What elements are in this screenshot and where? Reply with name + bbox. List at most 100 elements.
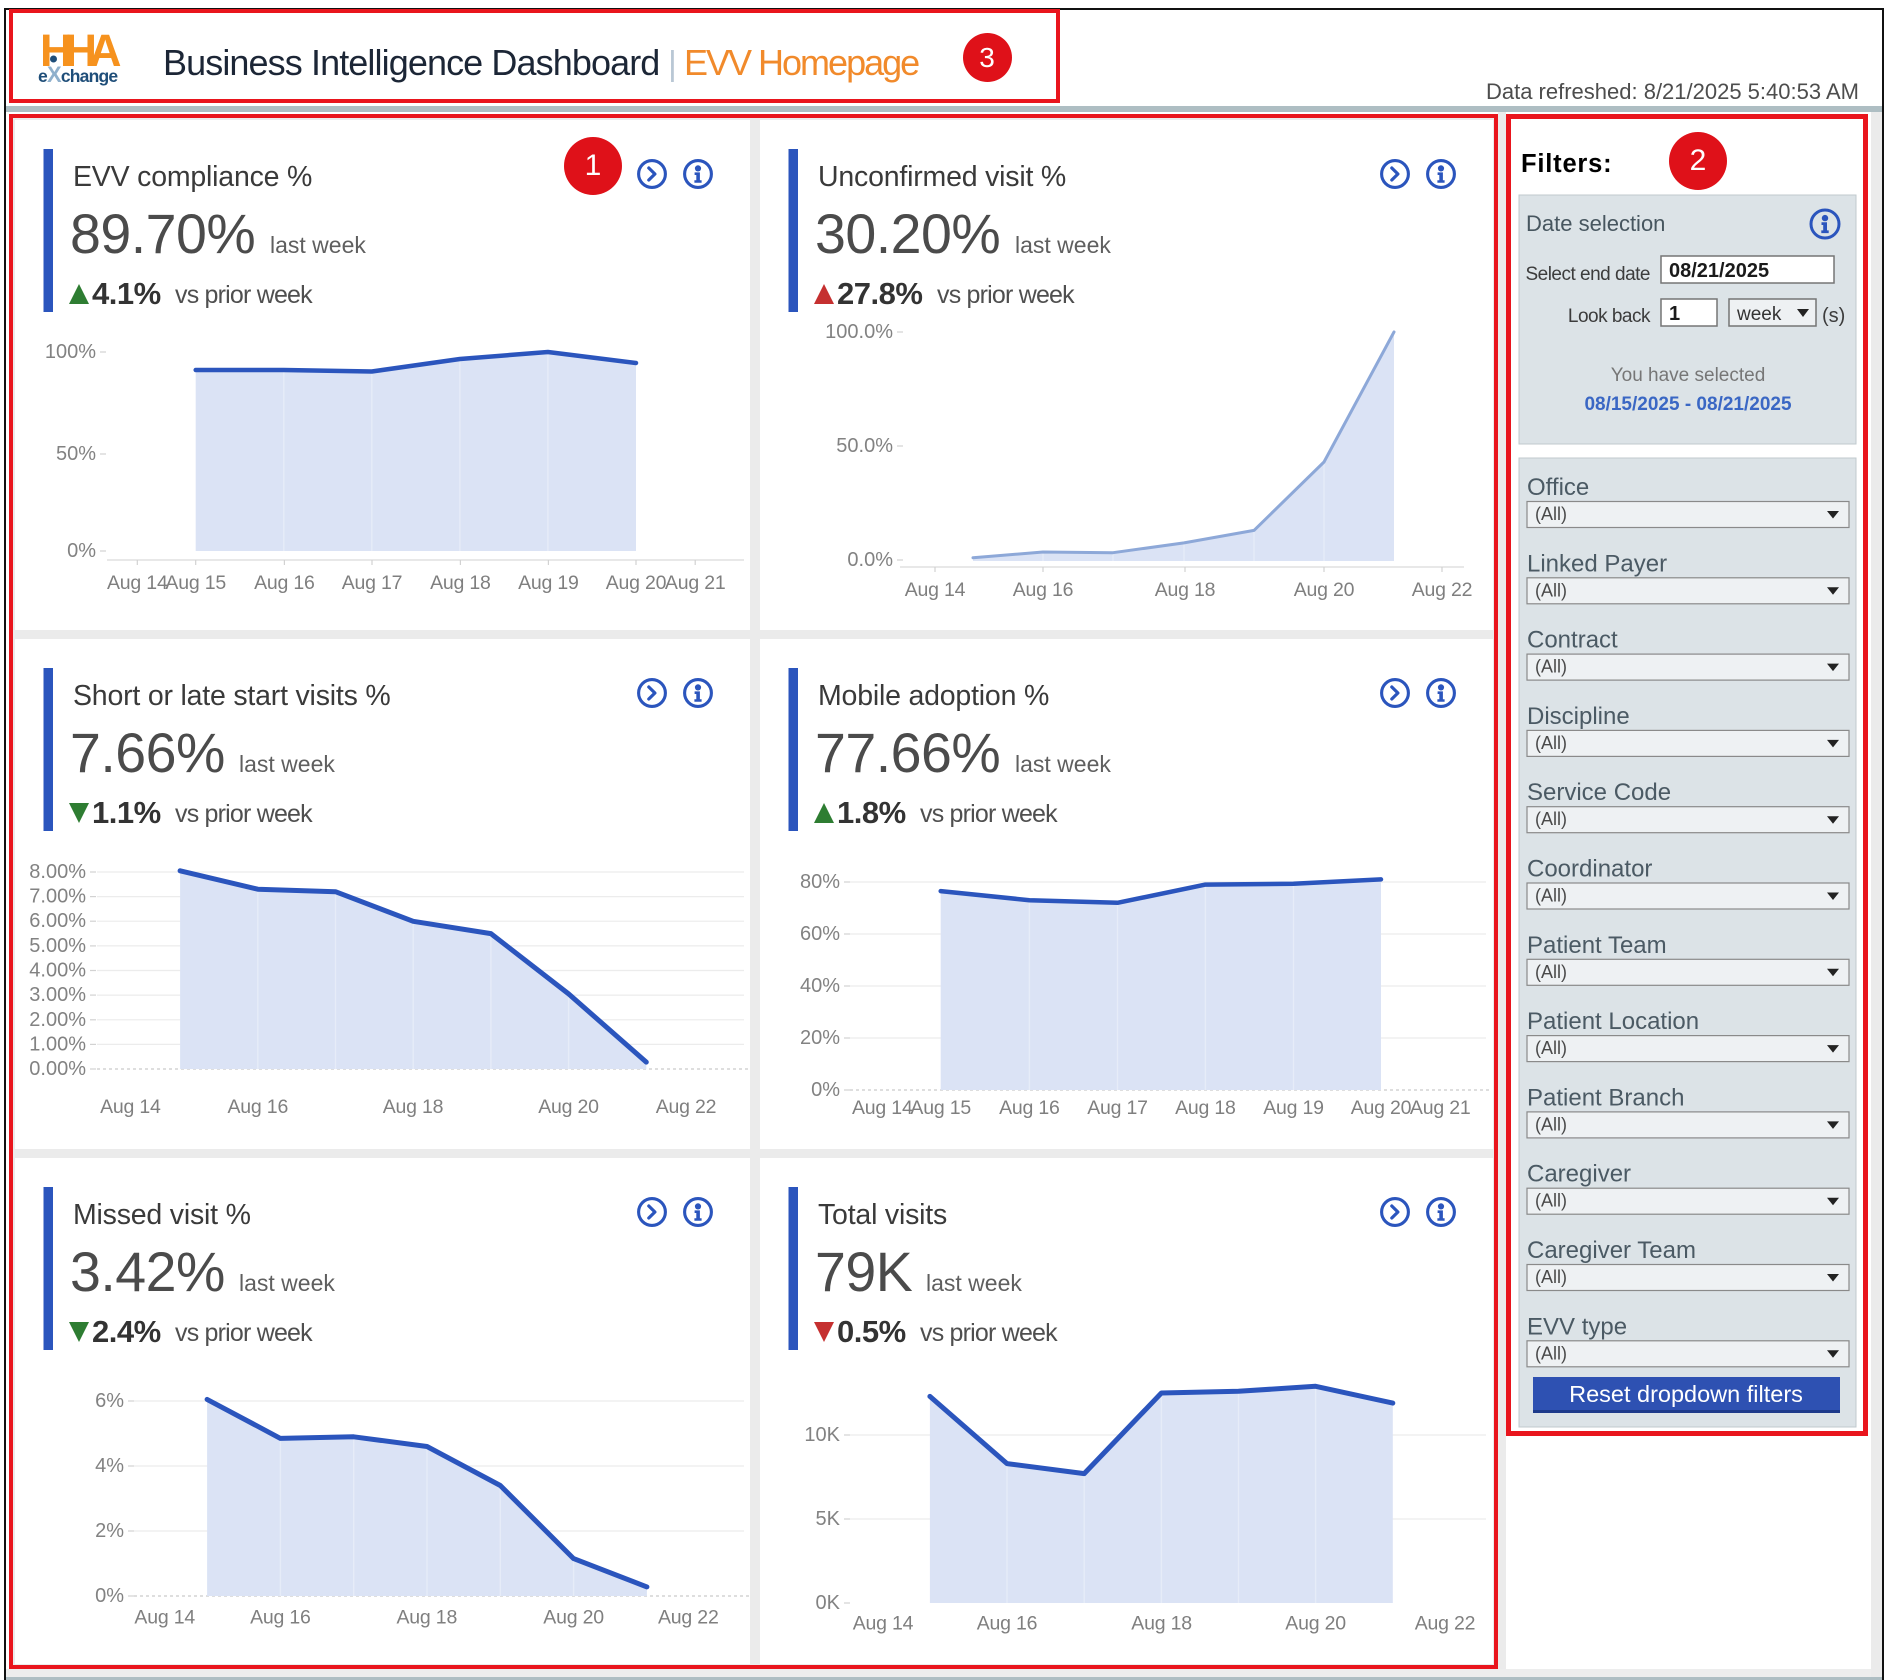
- svg-text:2.00%: 2.00%: [29, 1009, 86, 1031]
- svg-text:2%: 2%: [95, 1520, 124, 1542]
- svg-text:0K: 0K: [816, 1592, 841, 1614]
- svg-text:0%: 0%: [67, 540, 96, 562]
- svg-text:Aug 15: Aug 15: [165, 572, 226, 594]
- svg-text:EVV Homepage: EVV Homepage: [684, 42, 919, 83]
- svg-text:08/21/2025: 08/21/2025: [1669, 260, 1769, 282]
- svg-text:2.4%: 2.4%: [92, 1314, 161, 1349]
- svg-text:5K: 5K: [816, 1508, 841, 1530]
- svg-text:Aug 20: Aug 20: [538, 1096, 599, 1118]
- svg-text:EVV compliance %: EVV compliance %: [73, 161, 312, 193]
- svg-text:6%: 6%: [95, 1390, 124, 1412]
- svg-text:last week: last week: [239, 1270, 335, 1296]
- svg-text:Aug 16: Aug 16: [999, 1097, 1060, 1119]
- svg-text:79K: 79K: [815, 1241, 913, 1303]
- svg-text:(All): (All): [1535, 580, 1567, 600]
- svg-text:(All): (All): [1535, 1038, 1567, 1058]
- svg-text:Aug 20: Aug 20: [1351, 1097, 1412, 1119]
- svg-text:4.00%: 4.00%: [29, 960, 86, 982]
- svg-text:Service Code: Service Code: [1527, 779, 1671, 806]
- svg-text:Aug 16: Aug 16: [250, 1607, 311, 1629]
- svg-text:1.1%: 1.1%: [92, 795, 161, 830]
- svg-text:last week: last week: [239, 751, 335, 777]
- svg-text:20%: 20%: [800, 1027, 840, 1049]
- svg-text:0%: 0%: [95, 1585, 124, 1607]
- svg-text:100.0%: 100.0%: [825, 321, 893, 343]
- svg-text:week: week: [1736, 304, 1782, 325]
- svg-text:Reset dropdown filters: Reset dropdown filters: [1569, 1381, 1803, 1407]
- svg-text:Discipline: Discipline: [1527, 703, 1630, 730]
- svg-text:Total visits: Total visits: [818, 1199, 947, 1231]
- svg-text:(All): (All): [1535, 657, 1567, 677]
- svg-text:(All): (All): [1535, 1191, 1567, 1211]
- svg-text:Select end date: Select end date: [1525, 264, 1650, 285]
- svg-text:Aug 21: Aug 21: [1410, 1097, 1471, 1119]
- svg-text:4.1%: 4.1%: [92, 276, 161, 311]
- svg-text:Missed visit %: Missed visit %: [73, 1199, 251, 1231]
- svg-text:7.66%: 7.66%: [70, 722, 225, 784]
- svg-text:last week: last week: [270, 232, 366, 258]
- svg-text:7.00%: 7.00%: [29, 886, 86, 908]
- svg-text:1: 1: [1669, 303, 1680, 325]
- svg-text:(All): (All): [1535, 886, 1567, 906]
- svg-text:50.0%: 50.0%: [836, 435, 893, 457]
- svg-text:Aug 18: Aug 18: [1175, 1097, 1236, 1119]
- svg-text:Aug 18: Aug 18: [383, 1096, 444, 1118]
- svg-text:Date selection: Date selection: [1526, 211, 1665, 236]
- svg-text:last week: last week: [1015, 751, 1111, 777]
- svg-text:(All): (All): [1535, 733, 1567, 753]
- svg-text:eXchange: eXchange: [38, 62, 118, 87]
- svg-text:Aug 16: Aug 16: [977, 1613, 1038, 1635]
- svg-text:EVV type: EVV type: [1527, 1313, 1627, 1340]
- svg-text:Aug 22: Aug 22: [658, 1607, 719, 1629]
- svg-text:Aug 17: Aug 17: [1087, 1097, 1148, 1119]
- svg-text:vs prior week: vs prior week: [175, 1319, 313, 1347]
- svg-text:You have selected: You have selected: [1611, 365, 1766, 386]
- svg-text:0.5%: 0.5%: [837, 1314, 906, 1349]
- svg-text:Caregiver Team: Caregiver Team: [1527, 1237, 1696, 1264]
- svg-text:Aug 20: Aug 20: [543, 1607, 604, 1629]
- svg-text:Business Intelligence Dashboar: Business Intelligence Dashboard: [163, 42, 659, 83]
- svg-text:0.0%: 0.0%: [847, 549, 893, 571]
- svg-text:vs prior week: vs prior week: [175, 281, 313, 309]
- svg-text:(All): (All): [1535, 1343, 1567, 1363]
- svg-text:vs prior week: vs prior week: [920, 1319, 1058, 1347]
- svg-text:77.66%: 77.66%: [815, 722, 1000, 784]
- svg-text:4%: 4%: [95, 1455, 124, 1477]
- svg-text:vs prior week: vs prior week: [175, 800, 313, 828]
- svg-text:Aug 20: Aug 20: [1294, 579, 1355, 601]
- svg-text:Caregiver: Caregiver: [1527, 1161, 1631, 1188]
- svg-text:Aug 16: Aug 16: [254, 572, 315, 594]
- svg-text:Patient Branch: Patient Branch: [1527, 1084, 1684, 1111]
- svg-text:vs prior week: vs prior week: [920, 800, 1058, 828]
- svg-text:Short or late start visits %: Short or late start visits %: [73, 680, 391, 712]
- svg-text:(All): (All): [1535, 504, 1567, 524]
- svg-text:(All): (All): [1535, 1267, 1567, 1287]
- svg-text:Look back: Look back: [1568, 306, 1651, 327]
- svg-text:(All): (All): [1535, 962, 1567, 982]
- svg-text:Contract: Contract: [1527, 627, 1618, 654]
- svg-text:100%: 100%: [45, 341, 96, 363]
- svg-text:10K: 10K: [804, 1424, 840, 1446]
- svg-text:Aug 14: Aug 14: [853, 1613, 914, 1635]
- svg-text:Aug 14: Aug 14: [107, 572, 168, 594]
- svg-text:3.00%: 3.00%: [29, 984, 86, 1006]
- svg-text:27.8%: 27.8%: [837, 276, 922, 311]
- svg-text:08/15/2025 - 08/21/2025: 08/15/2025 - 08/21/2025: [1584, 394, 1792, 415]
- svg-text:Aug 18: Aug 18: [396, 1607, 457, 1629]
- svg-text:3.42%: 3.42%: [70, 1241, 225, 1303]
- svg-text:vs prior week: vs prior week: [937, 281, 1075, 309]
- svg-text:5.00%: 5.00%: [29, 935, 86, 957]
- svg-text:0%: 0%: [811, 1079, 840, 1101]
- svg-text:0.00%: 0.00%: [29, 1058, 86, 1080]
- svg-text:80%: 80%: [800, 871, 840, 893]
- svg-text:Aug 20: Aug 20: [606, 572, 667, 594]
- svg-text:Aug 16: Aug 16: [1013, 579, 1074, 601]
- svg-text:(All): (All): [1535, 809, 1567, 829]
- svg-text:1.8%: 1.8%: [837, 795, 906, 830]
- svg-text:Aug 22: Aug 22: [656, 1096, 717, 1118]
- svg-text:Aug 16: Aug 16: [227, 1096, 288, 1118]
- svg-text:6.00%: 6.00%: [29, 910, 86, 932]
- svg-text:(All): (All): [1535, 1114, 1567, 1134]
- svg-text:Aug 14: Aug 14: [100, 1096, 161, 1118]
- svg-text:Aug 19: Aug 19: [518, 572, 579, 594]
